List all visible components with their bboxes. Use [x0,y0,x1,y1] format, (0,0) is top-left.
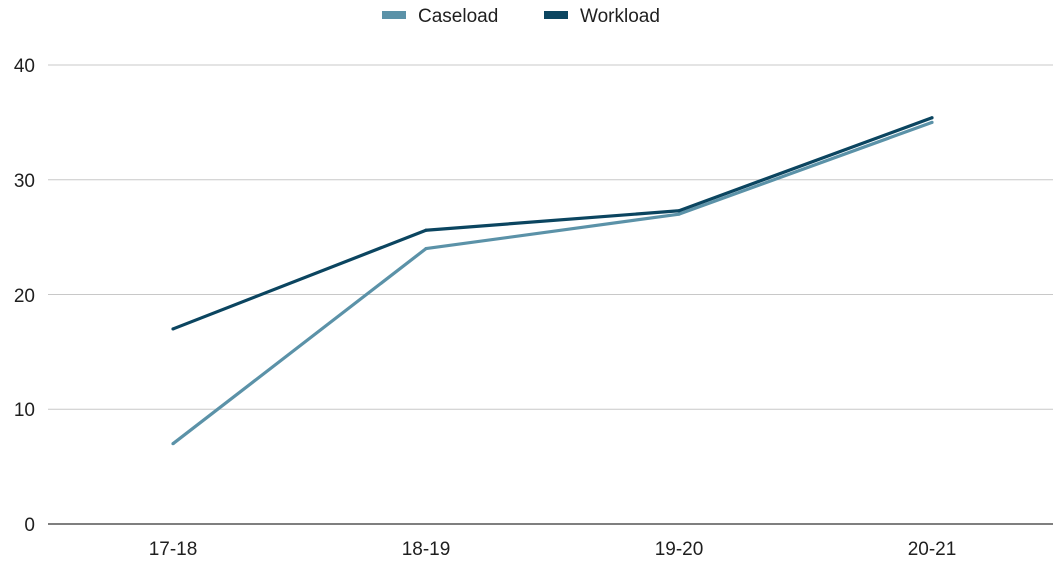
y-tick-label-0: 0 [24,515,35,536]
data-point-caseload-18-19 [424,247,428,251]
y-tick-label-10: 10 [14,400,35,421]
y-tick-label-30: 30 [14,171,35,192]
x-tick-label-17-18: 17-18 [149,539,198,560]
legend-item-caseload: Caseload [382,6,498,27]
plot-area [48,64,1053,525]
data-point-caseload-19-20 [677,212,681,216]
legend-item-workload: Workload [544,6,660,27]
y-axis: 40 30 20 10 0 [14,56,35,536]
legend: Caseload Workload [382,6,660,27]
x-tick-label-18-19: 18-19 [402,539,451,560]
legend-label-workload: Workload [580,6,660,27]
data-point-workload-20-21 [930,116,934,120]
series-line-workload [172,116,933,331]
data-point-caseload-17-18 [171,442,175,446]
series-line-caseload [172,120,933,445]
legend-label-caseload: Caseload [418,6,498,27]
data-point-caseload-20-21 [930,120,934,124]
data-point-workload-18-19 [424,228,428,232]
data-point-workload-17-18 [171,327,175,331]
legend-swatch-workload [544,11,568,19]
data-point-workload-19-20 [677,209,681,213]
x-tick-label-20-21: 20-21 [908,539,957,560]
y-tick-label-20: 20 [14,286,35,307]
legend-swatch-caseload [382,11,406,19]
x-tick-label-19-20: 19-20 [655,539,704,560]
y-tick-label-40: 40 [14,56,35,77]
x-axis: 17-18 18-19 19-20 20-21 [149,539,957,560]
